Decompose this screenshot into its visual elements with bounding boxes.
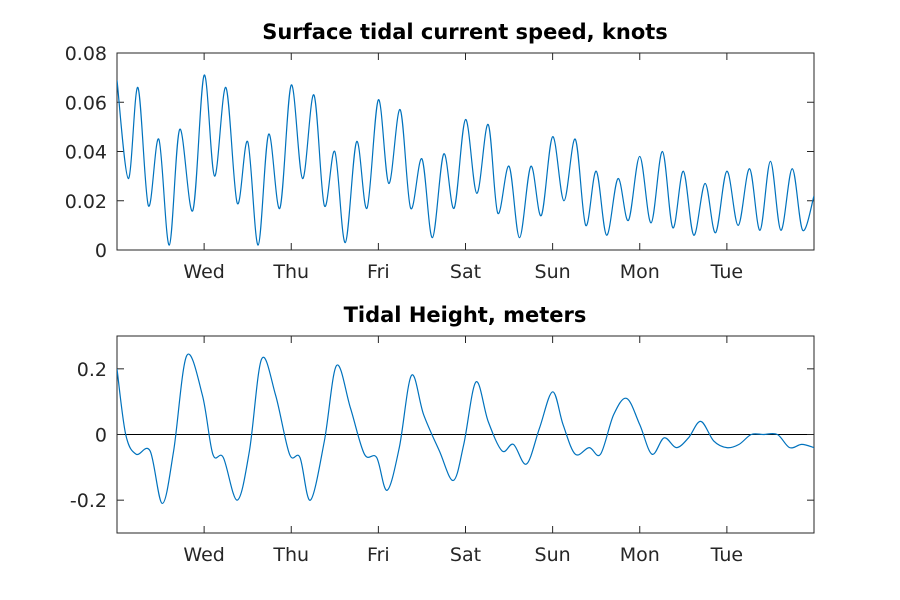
current-speed-ytick-label: 0 [95, 240, 107, 262]
current-speed-axes [116, 52, 815, 251]
tidal-height-ticks [117, 336, 814, 533]
tidal-height-panel: Tidal Height, meters -0.2 0 0.2 Wed Thu Fri Sa… [70, 303, 815, 566]
tidal-height-tick-labels: -0.2 0 0.2 Wed Thu Fri Sat Sun Mon Tue [70, 359, 743, 566]
tidal-height-xtick-label: Sun [535, 544, 571, 566]
current-speed-xtick-label: Mon [620, 261, 660, 283]
tidal-height-xtick-label: Tue [710, 544, 743, 566]
current-speed-xtick-label: Tue [710, 261, 743, 283]
current-speed-ytick-label: 0.02 [65, 191, 107, 213]
tidal-height-ytick-label: -0.2 [70, 490, 107, 512]
current-speed-ytick-label: 0.06 [65, 92, 107, 114]
current-speed-xtick-label: Fri [367, 261, 390, 283]
tidal-height-title: Tidal Height, meters [344, 303, 587, 327]
tidal-height-xtick-label: Sat [450, 544, 481, 566]
current-speed-ytick-label: 0.04 [65, 142, 107, 164]
current-speed-xtick-label: Sat [450, 261, 481, 283]
current-speed-ticks [117, 52, 814, 251]
tidal-height-ytick-label: 0.2 [77, 359, 107, 381]
current-speed-xtick-label: Sun [535, 261, 571, 283]
current-speed-series-line [117, 74, 814, 246]
tidal-height-xtick-label: Thu [272, 544, 309, 566]
tidal-height-xtick-label: Wed [183, 544, 224, 566]
current-speed-xtick-label: Thu [272, 261, 309, 283]
current-speed-title: Surface tidal current speed, knots [262, 20, 668, 44]
tidal-height-series-line [117, 353, 814, 505]
current-speed-xtick-label: Wed [183, 261, 224, 283]
tidal-height-xtick-label: Fri [367, 544, 390, 566]
current-speed-ytick-label: 0.08 [65, 43, 107, 65]
tidal-height-xtick-label: Mon [620, 544, 660, 566]
current-speed-panel: Surface tidal current speed, knots 0 0.02… [65, 20, 815, 283]
current-speed-tick-labels: 0 0.02 0.04 0.06 0.08 Wed Thu Fri Sat Sun Mon Tue [65, 43, 743, 283]
tidal-height-ytick-label: 0 [95, 425, 107, 447]
